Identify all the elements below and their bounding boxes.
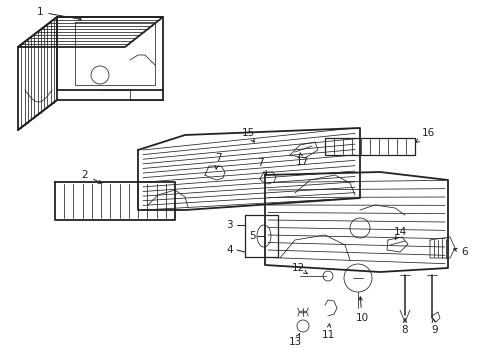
Text: 4: 4 (226, 245, 232, 255)
Text: 14: 14 (392, 227, 406, 240)
Text: 2: 2 (81, 170, 102, 183)
Text: 7: 7 (214, 153, 221, 169)
Text: 8: 8 (401, 319, 407, 335)
Text: 17: 17 (295, 153, 308, 167)
Text: 6: 6 (453, 247, 468, 257)
Text: 5: 5 (249, 231, 256, 241)
Text: 13: 13 (288, 334, 301, 347)
Text: 16: 16 (415, 128, 434, 142)
Text: 15: 15 (241, 128, 254, 142)
Text: 1: 1 (37, 7, 81, 21)
Text: 3: 3 (226, 220, 232, 230)
Text: 11: 11 (321, 324, 334, 340)
Text: 7: 7 (256, 158, 266, 174)
Text: 10: 10 (355, 297, 368, 323)
Text: 12: 12 (291, 263, 307, 274)
Text: 9: 9 (431, 319, 437, 335)
